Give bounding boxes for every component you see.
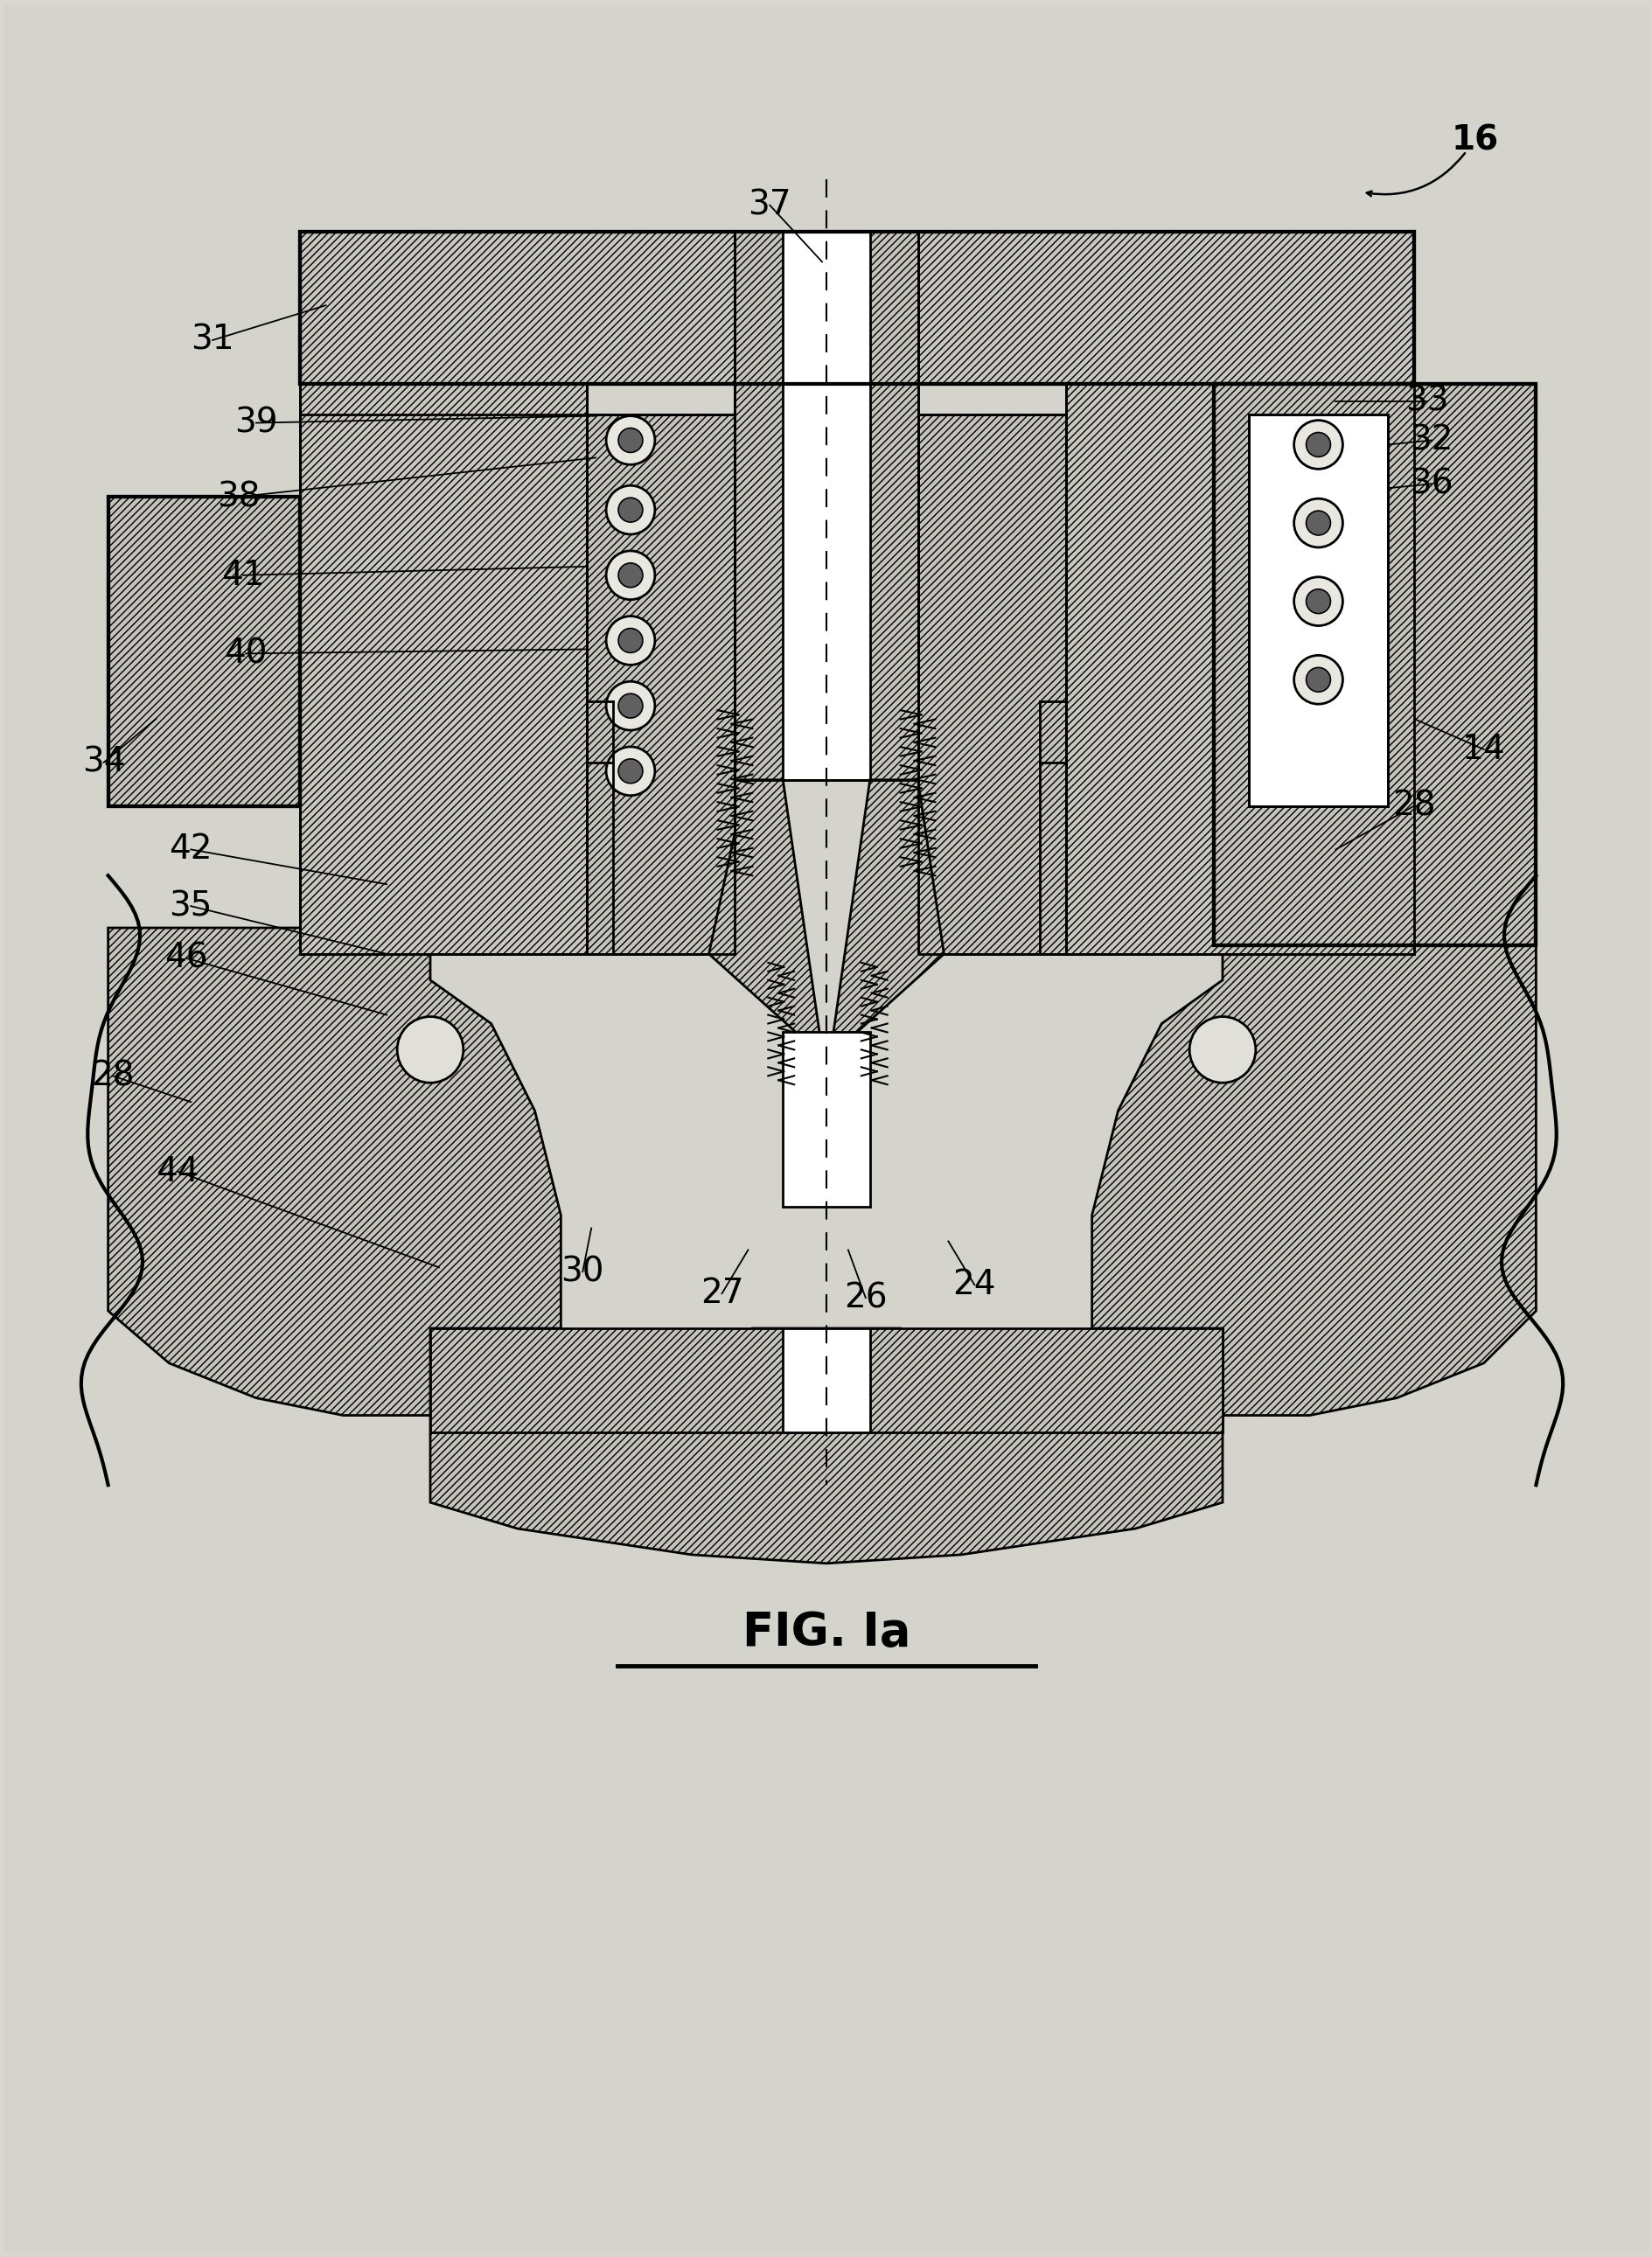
- Circle shape: [396, 1016, 463, 1083]
- Bar: [783, 230, 869, 781]
- Text: 35: 35: [169, 889, 213, 923]
- Text: 38: 38: [216, 481, 261, 515]
- Bar: [1213, 384, 1535, 946]
- Bar: [1247, 415, 1388, 806]
- Text: 41: 41: [221, 560, 264, 591]
- Text: 27: 27: [700, 1277, 743, 1309]
- Bar: [783, 1329, 869, 1433]
- Circle shape: [606, 485, 654, 535]
- Bar: [735, 230, 917, 781]
- Text: 34: 34: [83, 745, 126, 779]
- Circle shape: [1294, 420, 1341, 469]
- Text: 39: 39: [235, 406, 278, 440]
- Text: 28: 28: [91, 1059, 134, 1092]
- Bar: [917, 415, 1066, 955]
- Bar: [1066, 384, 1414, 955]
- Bar: [299, 230, 1414, 384]
- Text: 46: 46: [165, 941, 208, 975]
- Circle shape: [618, 499, 643, 521]
- Circle shape: [618, 562, 643, 587]
- Circle shape: [1294, 578, 1341, 625]
- Polygon shape: [709, 781, 819, 1031]
- Circle shape: [1305, 589, 1330, 614]
- Text: 16: 16: [1450, 124, 1498, 156]
- Bar: [299, 384, 586, 955]
- Text: 14: 14: [1462, 734, 1505, 765]
- Text: 26: 26: [844, 1282, 887, 1314]
- Circle shape: [618, 429, 643, 451]
- Bar: [917, 415, 1066, 955]
- Polygon shape: [107, 928, 1535, 1564]
- Bar: [586, 415, 735, 955]
- Circle shape: [1305, 510, 1330, 535]
- Bar: [1213, 384, 1535, 946]
- Bar: [107, 497, 299, 806]
- Bar: [735, 230, 917, 781]
- Text: 36: 36: [1409, 467, 1452, 501]
- Bar: [430, 1329, 1222, 1433]
- Circle shape: [606, 551, 654, 600]
- Text: 40: 40: [225, 636, 268, 670]
- Polygon shape: [833, 781, 943, 1031]
- Circle shape: [618, 627, 643, 652]
- Circle shape: [606, 747, 654, 794]
- Text: 37: 37: [748, 190, 791, 221]
- Text: 44: 44: [155, 1156, 200, 1187]
- Circle shape: [1305, 668, 1330, 693]
- Circle shape: [1305, 433, 1330, 456]
- Text: 32: 32: [1409, 424, 1452, 456]
- Text: 28: 28: [1391, 790, 1436, 822]
- Circle shape: [618, 693, 643, 718]
- Circle shape: [606, 616, 654, 666]
- Circle shape: [1189, 1016, 1256, 1083]
- Circle shape: [618, 758, 643, 783]
- Bar: [1066, 384, 1414, 955]
- Text: 31: 31: [192, 323, 235, 357]
- Bar: [783, 1031, 869, 1207]
- Text: 24: 24: [952, 1268, 996, 1302]
- Text: 42: 42: [169, 833, 213, 867]
- Text: FIG. Ia: FIG. Ia: [742, 1609, 910, 1657]
- Bar: [299, 384, 586, 955]
- Circle shape: [606, 682, 654, 731]
- Text: 30: 30: [560, 1255, 605, 1289]
- Bar: [299, 230, 1414, 384]
- Bar: [1247, 415, 1388, 806]
- Bar: [107, 497, 299, 806]
- Circle shape: [1294, 499, 1341, 548]
- Circle shape: [606, 415, 654, 465]
- Circle shape: [1294, 655, 1341, 704]
- Bar: [586, 415, 735, 955]
- Text: 33: 33: [1404, 384, 1449, 418]
